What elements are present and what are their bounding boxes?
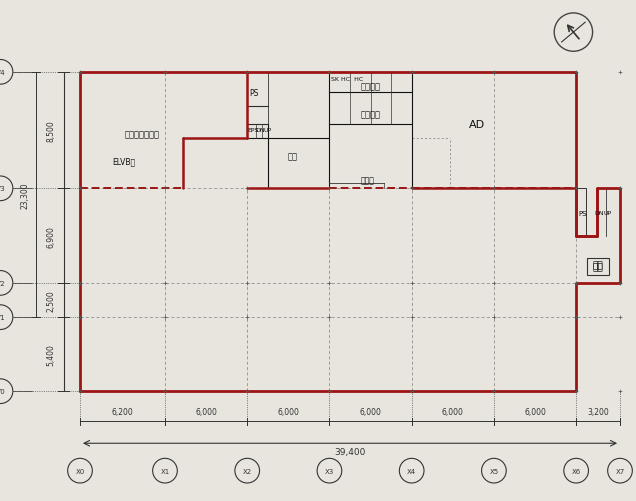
Text: X1: X1 <box>160 468 170 474</box>
Circle shape <box>481 458 506 483</box>
Text: 新段階育ブース: 新段階育ブース <box>124 130 159 139</box>
Text: PS: PS <box>578 210 586 216</box>
Text: X7: X7 <box>616 468 625 474</box>
Bar <box>576 189 586 237</box>
Text: 6,000: 6,000 <box>359 407 382 416</box>
Text: 男子便所: 男子便所 <box>361 82 380 91</box>
Text: AD: AD <box>469 120 485 130</box>
Text: EPS: EPS <box>247 128 258 133</box>
Bar <box>587 259 609 275</box>
Text: Y3: Y3 <box>0 186 5 192</box>
Text: 39,400: 39,400 <box>335 447 366 456</box>
Text: DN: DN <box>595 211 604 216</box>
Text: X5: X5 <box>489 468 499 474</box>
Text: Y1: Y1 <box>0 315 5 321</box>
Text: X2: X2 <box>243 468 252 474</box>
Text: 6,900: 6,900 <box>46 225 55 247</box>
Text: Y4: Y4 <box>0 70 5 76</box>
Circle shape <box>563 458 588 483</box>
Text: X0: X0 <box>76 468 85 474</box>
Circle shape <box>554 14 593 52</box>
Circle shape <box>67 458 92 483</box>
Text: ELVB機: ELVB機 <box>113 157 135 166</box>
Circle shape <box>0 177 13 201</box>
Text: Y2: Y2 <box>0 281 5 287</box>
Text: 3,200: 3,200 <box>587 407 609 416</box>
Text: 23,300: 23,300 <box>20 182 29 208</box>
Circle shape <box>0 271 13 296</box>
Text: 8,500: 8,500 <box>46 120 55 142</box>
Text: 6,000: 6,000 <box>195 407 217 416</box>
Circle shape <box>317 458 342 483</box>
Text: PS: PS <box>249 89 259 98</box>
Text: 屋上: 屋上 <box>593 263 604 272</box>
Text: Y0: Y0 <box>0 388 5 394</box>
Text: 5,400: 5,400 <box>46 344 55 365</box>
Circle shape <box>399 458 424 483</box>
Text: UP: UP <box>264 128 272 133</box>
Text: 6,200: 6,200 <box>111 407 134 416</box>
Text: 廀下: 廀下 <box>287 152 298 161</box>
Text: 湯沫室: 湯沫室 <box>361 176 375 185</box>
Text: SK HC  HC: SK HC HC <box>331 77 363 82</box>
Circle shape <box>0 305 13 330</box>
Text: X6: X6 <box>572 468 581 474</box>
Circle shape <box>235 458 259 483</box>
Text: 6,000: 6,000 <box>442 407 464 416</box>
Text: 2,500: 2,500 <box>46 290 55 311</box>
Text: DN: DN <box>256 128 265 133</box>
Text: UP: UP <box>604 211 612 216</box>
Text: X3: X3 <box>325 468 334 474</box>
Circle shape <box>607 458 632 483</box>
Text: X4: X4 <box>407 468 416 474</box>
Text: 女子便所: 女子便所 <box>361 111 380 120</box>
Text: 6,000: 6,000 <box>524 407 546 416</box>
Circle shape <box>153 458 177 483</box>
Circle shape <box>0 61 13 85</box>
Text: 6,000: 6,000 <box>277 407 300 416</box>
Text: 屋上: 屋上 <box>593 261 604 270</box>
Circle shape <box>0 379 13 404</box>
